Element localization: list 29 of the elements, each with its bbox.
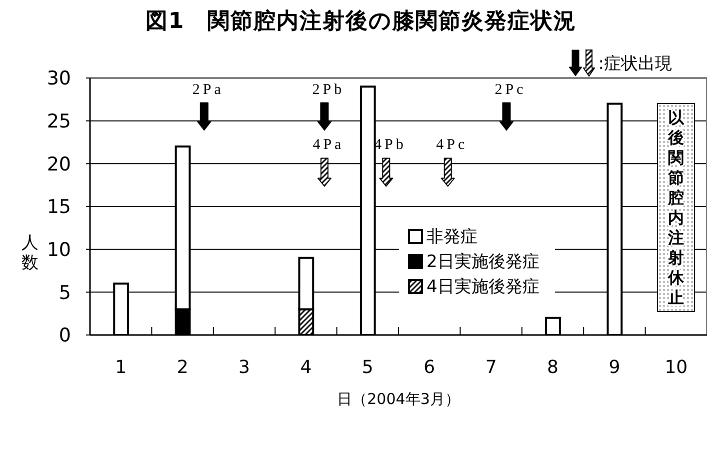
y-tick-label: 20 xyxy=(46,153,71,176)
x-tick-label: 4 xyxy=(300,357,312,378)
x-tick-label: 10 xyxy=(664,357,688,378)
x-tick-label: 6 xyxy=(424,357,436,378)
chart-title: 図1 関節腔内注射後の膝関節炎発症状況 xyxy=(144,8,578,36)
annotation: 4Pa xyxy=(312,137,344,154)
legend-label: 2日実施後発症 xyxy=(426,250,540,273)
y-axis-title: 人数 xyxy=(21,233,39,273)
x-tick-label: 5 xyxy=(362,357,374,378)
x-tick-label: 7 xyxy=(485,357,497,378)
y-tick-label: 0 xyxy=(58,324,71,347)
text: :症状出現 xyxy=(598,52,672,74)
annotation: 4Pc xyxy=(436,137,468,154)
x-tick-label: 8 xyxy=(547,357,558,378)
x-tick-label: 9 xyxy=(608,357,620,378)
x-tick-label: 1 xyxy=(115,357,127,378)
y-tick-label: 25 xyxy=(46,110,71,133)
annotation: 2Pa xyxy=(192,82,224,98)
annotation: 2Pb xyxy=(312,82,345,98)
y-tick-label: 30 xyxy=(46,68,71,90)
y-tick-label: 15 xyxy=(46,196,71,218)
legend-label: 4日実施後発症 xyxy=(426,276,540,298)
y-tick-label: 5 xyxy=(58,282,71,304)
x-tick-label: 3 xyxy=(238,357,250,378)
x-axis-title: 日（2004年3月） xyxy=(336,389,461,409)
x-tick-label: 2 xyxy=(176,357,188,378)
annotation: 2Pc xyxy=(494,82,526,98)
y-tick-label: 10 xyxy=(46,239,71,262)
legend-label: 非発症 xyxy=(426,226,478,248)
